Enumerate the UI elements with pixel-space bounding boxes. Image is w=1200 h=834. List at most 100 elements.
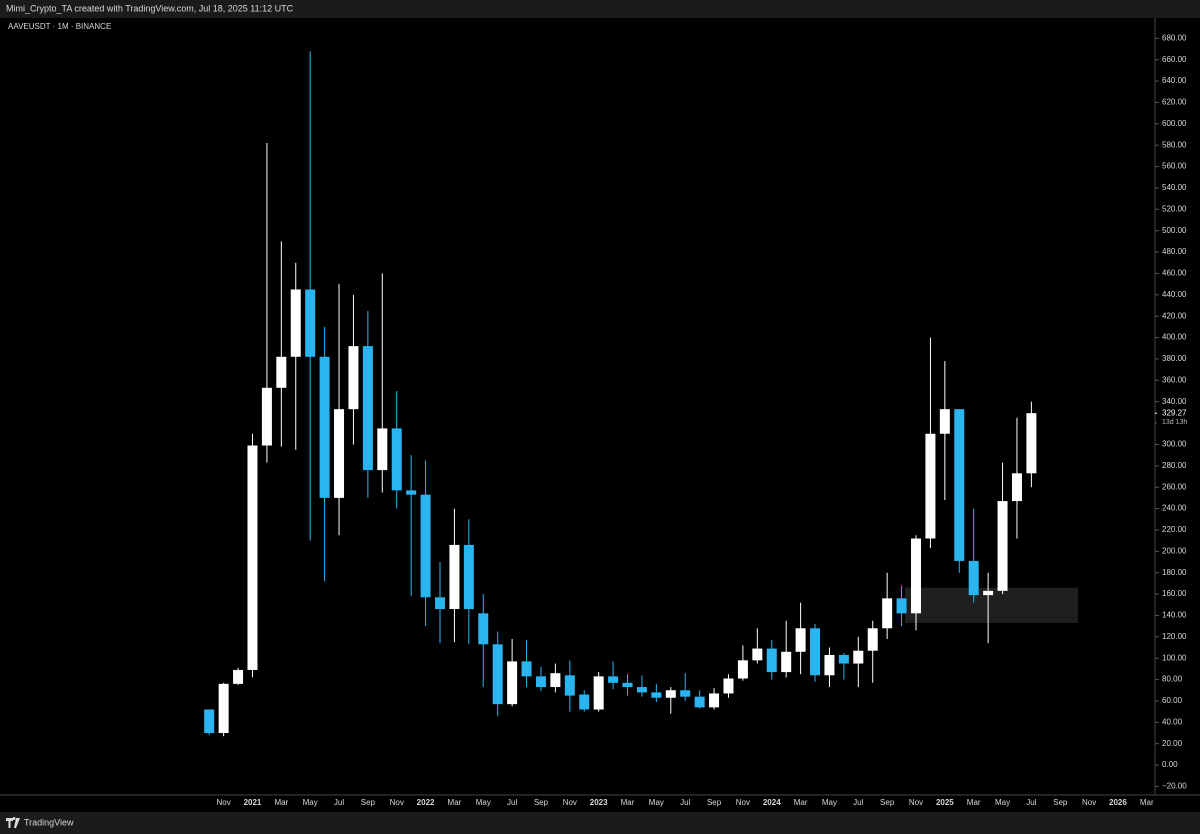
candle-body (1026, 413, 1037, 474)
y-tick-label: 240.00 (1162, 504, 1187, 513)
y-tick-label: 380.00 (1162, 354, 1187, 363)
y-tick-label: 620.00 (1162, 98, 1187, 107)
x-tick-label: 2025 (936, 798, 954, 807)
x-tick-label: Mar (274, 798, 288, 807)
y-tick-label: 280.00 (1162, 461, 1187, 470)
x-tick-label: Mar (967, 798, 981, 807)
symbol-title: AAVEUSDT · 1M · BINANCE (8, 22, 111, 31)
y-tick-label: 180.00 (1162, 568, 1187, 577)
candle-body (362, 346, 373, 471)
y-tick-label: 680.00 (1162, 33, 1187, 42)
y-tick-label: −20.00 (1162, 782, 1187, 791)
candle-body (435, 597, 445, 610)
candle-body (305, 289, 316, 357)
candle-body (939, 409, 950, 434)
credit: Mimi_Crypto_TA created with TradingView.… (6, 3, 294, 13)
candle-body (463, 544, 474, 610)
candle-body (665, 690, 676, 698)
candle-body (608, 676, 619, 683)
candle-body (204, 709, 215, 734)
candle-body (593, 676, 604, 710)
y-tick-label: 400.00 (1162, 333, 1187, 342)
y-tick-label: 540.00 (1162, 183, 1187, 192)
y-tick-label: 460.00 (1162, 269, 1187, 278)
candle-body (680, 690, 691, 697)
candle-body (319, 356, 330, 498)
x-tick-label: May (303, 798, 318, 807)
candle-body (651, 692, 662, 698)
logo (6, 817, 20, 828)
y-tick-label: 500.00 (1162, 226, 1187, 235)
x-tick-label: 2021 (244, 798, 262, 807)
candle-body (276, 356, 287, 388)
candle-body (781, 651, 792, 673)
candle-body (521, 661, 532, 677)
candle-body (824, 654, 835, 676)
y-tick-label: 140.00 (1162, 611, 1187, 620)
x-tick-label: Mar (794, 798, 808, 807)
y-tick-label: 660.00 (1162, 55, 1187, 64)
candle-body (449, 544, 460, 610)
candle-body (737, 660, 748, 679)
x-tick-label: Nov (736, 798, 750, 807)
candle-body (233, 669, 244, 684)
candle-body (391, 428, 402, 491)
x-tick-label: May (649, 798, 664, 807)
y-tick-label: 220.00 (1162, 525, 1187, 534)
candle-body (997, 501, 1008, 591)
x-tick-label: Sep (707, 798, 722, 807)
candle-body (795, 628, 806, 652)
candle-body (853, 650, 864, 664)
y-tick-label: 200.00 (1162, 546, 1187, 555)
y-tick-label: 560.00 (1162, 162, 1187, 171)
candle-body (925, 433, 936, 539)
candle-body (535, 676, 546, 688)
x-tick-label: May (476, 798, 491, 807)
x-tick-label: Jul (680, 798, 690, 807)
candle-body (838, 654, 849, 664)
x-tick-label: 2023 (590, 798, 608, 807)
candle-body (290, 289, 301, 357)
candle-body (550, 673, 561, 688)
candle-body (968, 560, 979, 596)
x-tick-label: Jul (853, 798, 863, 807)
y-tick-label: 600.00 (1162, 119, 1187, 128)
candle-body (478, 613, 489, 645)
candle-body (218, 683, 229, 734)
candle-body (882, 598, 893, 629)
x-tick-label: Nov (909, 798, 923, 807)
y-tick-label: 480.00 (1162, 247, 1187, 256)
y-tick-label: 0.00 (1162, 760, 1178, 769)
candle-body (420, 494, 431, 598)
x-tick-label: Mar (448, 798, 462, 807)
candle-body (1011, 473, 1022, 502)
candle-body (507, 661, 518, 705)
candle-body (261, 387, 272, 446)
candle-body (492, 644, 503, 705)
candle-body (766, 648, 777, 673)
candle-body (867, 628, 878, 651)
x-tick-label: Mar (1140, 798, 1154, 807)
x-tick-label: Jul (507, 798, 517, 807)
candle-body (723, 678, 734, 694)
brand: TradingView (24, 817, 74, 827)
footer-bar (0, 812, 1200, 834)
x-tick-label: Sep (361, 798, 376, 807)
candle-body (709, 693, 720, 708)
x-tick-label: Jul (1026, 798, 1036, 807)
y-tick-label: 120.00 (1162, 632, 1187, 641)
candle-body (694, 696, 705, 708)
y-tick-label: 260.00 (1162, 482, 1187, 491)
countdown: 13d 13h (1162, 419, 1187, 426)
candle-body (983, 590, 994, 596)
y-tick-label: 360.00 (1162, 375, 1187, 384)
y-tick-label: 100.00 (1162, 653, 1187, 662)
y-tick-label: 420.00 (1162, 311, 1187, 320)
x-tick-label: Nov (563, 798, 577, 807)
x-tick-label: 2022 (417, 798, 435, 807)
candle-body (954, 409, 965, 561)
y-tick-label: 160.00 (1162, 589, 1187, 598)
candle-body (406, 490, 417, 495)
